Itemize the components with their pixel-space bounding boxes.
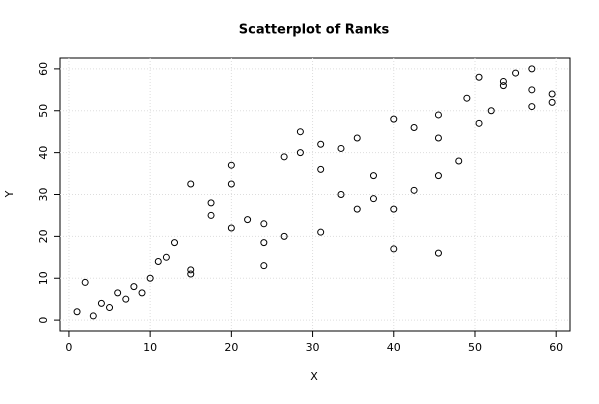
y-tick-label: 20 xyxy=(37,229,50,243)
point xyxy=(280,232,288,240)
y-axis-label: Y xyxy=(3,190,16,198)
point xyxy=(187,270,195,278)
point xyxy=(207,199,215,207)
point xyxy=(146,274,154,282)
point xyxy=(244,216,252,224)
point xyxy=(337,144,345,152)
point xyxy=(337,191,345,198)
point xyxy=(187,266,195,274)
y-tick-label: 50 xyxy=(37,104,50,118)
point xyxy=(499,77,507,85)
y-tick-label: 60 xyxy=(37,62,50,76)
x-tick-label: 20 xyxy=(224,341,238,354)
y-tick-label: 0 xyxy=(37,317,50,324)
point xyxy=(434,172,442,180)
point xyxy=(528,103,536,111)
x-tick-label: 30 xyxy=(306,341,320,354)
y-tick-label: 10 xyxy=(37,271,50,285)
point xyxy=(162,253,170,261)
point xyxy=(548,98,556,106)
point xyxy=(207,211,215,219)
point xyxy=(97,299,105,307)
point xyxy=(138,289,146,297)
x-tick-label: 0 xyxy=(65,341,72,354)
point xyxy=(475,119,483,127)
point xyxy=(499,82,507,90)
point xyxy=(260,239,268,247)
point xyxy=(475,73,483,81)
point xyxy=(528,86,536,94)
y-tick-label: 40 xyxy=(37,146,50,160)
point xyxy=(171,239,179,247)
point xyxy=(89,312,97,320)
x-tick-label: 50 xyxy=(468,341,482,354)
point xyxy=(106,304,114,312)
point xyxy=(227,180,235,188)
point xyxy=(81,278,89,286)
x-tick-label: 60 xyxy=(549,341,563,354)
x-tick-label: 10 xyxy=(143,341,157,354)
point xyxy=(296,149,304,157)
point xyxy=(317,140,325,148)
point xyxy=(130,283,138,291)
point xyxy=(512,69,520,77)
point xyxy=(528,65,536,73)
point xyxy=(548,90,556,98)
point xyxy=(296,128,304,136)
point xyxy=(434,111,442,119)
point xyxy=(280,153,288,161)
point xyxy=(434,249,442,257)
point xyxy=(353,205,361,213)
point xyxy=(353,134,361,142)
x-axis-label: X xyxy=(310,370,318,383)
point xyxy=(227,161,235,169)
point xyxy=(260,262,268,270)
point xyxy=(122,295,130,303)
point xyxy=(227,224,235,232)
chart-title: Scatterplot of Ranks xyxy=(239,23,390,38)
point xyxy=(487,107,495,115)
point xyxy=(390,115,398,123)
point xyxy=(317,165,325,173)
point xyxy=(187,180,195,188)
point xyxy=(369,195,377,203)
point xyxy=(463,94,471,102)
point xyxy=(390,205,398,213)
point xyxy=(410,186,418,194)
point xyxy=(154,257,162,265)
point xyxy=(455,157,463,165)
point xyxy=(260,220,268,228)
point xyxy=(410,124,418,132)
point xyxy=(390,245,398,253)
point xyxy=(317,228,325,236)
x-tick-label: 40 xyxy=(387,341,401,354)
point xyxy=(114,289,122,297)
point xyxy=(73,308,81,316)
point xyxy=(369,172,377,180)
y-tick-label: 30 xyxy=(37,188,50,202)
point xyxy=(434,134,442,142)
